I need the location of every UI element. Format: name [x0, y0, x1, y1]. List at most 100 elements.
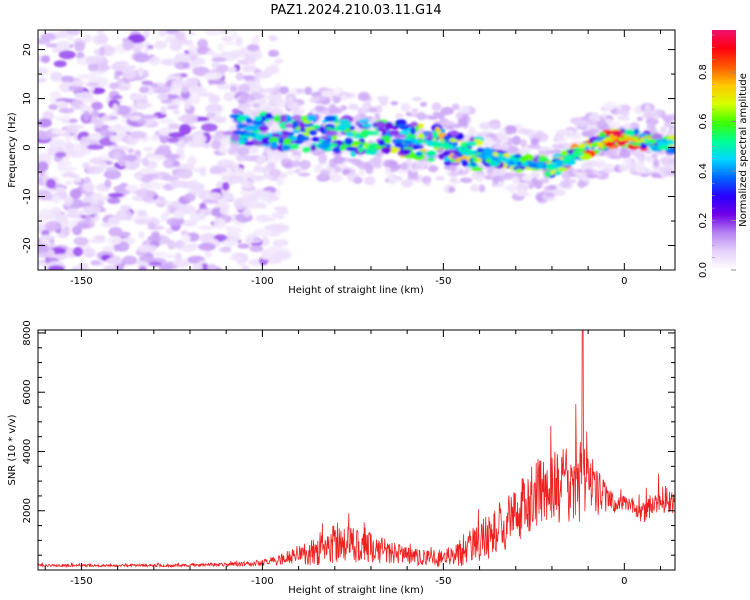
spectrogram-cell [113, 75, 120, 80]
spectrogram-cell [192, 133, 207, 144]
spectrogram-cell [358, 169, 366, 176]
spectrogram-cell [384, 166, 391, 175]
spectrogram-cell [608, 121, 621, 130]
spectrogram-cell [53, 60, 67, 68]
spectrogram-cell [137, 66, 145, 77]
spectrogram-cell [481, 155, 486, 160]
snr-x-tick-label: 0 [621, 576, 627, 587]
spectrogram-cell [187, 155, 197, 167]
spectrogram-cell [228, 82, 239, 87]
spectrogram-cell [449, 138, 457, 143]
spectrogram-image [38, 30, 675, 270]
spectrogram-cell [345, 146, 357, 152]
spectrogram-cell [512, 135, 521, 146]
spectrogram-cell [573, 150, 581, 154]
snr-y-tick-label: 4000 [22, 439, 33, 464]
spectrogram-cell [267, 217, 277, 222]
spectrogram-cell [622, 158, 632, 164]
colorbar-tick-label: 0.8 [698, 64, 709, 80]
spectrogram-cell [309, 108, 317, 114]
spectrogram-cell [575, 172, 584, 178]
spectrogram-cell [461, 159, 469, 167]
spectrogram-cell [542, 165, 547, 169]
spectrogram-cell [665, 139, 675, 144]
spectrogram-cell [72, 178, 82, 183]
spectrogram-cell [598, 131, 606, 138]
spectrogram-cell [506, 145, 519, 154]
spectrogram-cell [512, 176, 521, 185]
spectrogram-cell [426, 150, 437, 156]
spectrogram-cell [122, 39, 134, 51]
spectrogram-cell [432, 111, 442, 117]
snr-series-line [38, 330, 675, 569]
spectrogram-cell [585, 144, 590, 149]
colorbar-ticks: 0.0 0.2 0.4 0.6 0.8 [698, 34, 736, 278]
spectrogram-cell [48, 138, 66, 148]
spectrogram-cell [291, 114, 303, 121]
spectrogram-cell [228, 176, 245, 183]
spectrogram-cell [489, 159, 500, 167]
spectrogram-cell [233, 167, 245, 175]
spectrogram-cell [204, 30, 222, 36]
spectrogram-cell [249, 245, 264, 253]
spectrogram-cell [482, 147, 493, 155]
spectrogram-cell [290, 136, 298, 142]
spectrogram-cell [157, 82, 165, 87]
snr-x-tick-label: -100 [251, 576, 274, 587]
spectrogram-cell [154, 40, 168, 50]
spectrogram-cell [445, 125, 454, 131]
spectrogram-cell [428, 115, 438, 120]
spectrogram-cell [219, 207, 229, 215]
spectrogram-cell [38, 77, 48, 83]
spectrogram-cell [388, 176, 398, 185]
spectrogram-cell [46, 224, 57, 232]
spectrogram-cell [602, 167, 615, 173]
spectrogram-cell [272, 239, 289, 247]
spectrogram-cell [265, 112, 273, 118]
spectrogram-cell [284, 123, 294, 128]
spectrogram-cell [569, 134, 583, 140]
spectrogram-cell [230, 143, 240, 154]
spectrogram-cell [257, 97, 266, 105]
spectrogram-cell [299, 159, 311, 170]
spectrogram-cell [306, 114, 317, 122]
spectrogram-cell [147, 45, 154, 50]
spectrogram-cell [471, 157, 478, 162]
spectrogram-cell [220, 194, 235, 201]
spectrogram-cell [476, 173, 484, 183]
spectrogram-cell [48, 104, 59, 110]
spectrogram-cell [198, 225, 215, 230]
spectrogram-cell [51, 48, 65, 53]
spectrogram-cell [515, 192, 526, 197]
spectrogram-cell [148, 261, 162, 267]
spectrogram-cell [74, 92, 83, 99]
spectrogram-cell [228, 66, 237, 72]
spectrogram-cell [326, 147, 333, 151]
spectrogram-cell [468, 126, 476, 137]
spectrogram-cell [285, 100, 294, 105]
spectrogram-cell [111, 95, 123, 100]
spectrogram-cell [606, 115, 613, 120]
snr-y-tick-label: 6000 [22, 379, 33, 404]
snr-x-tick-label: -50 [435, 576, 451, 587]
spectrogram-cell [426, 157, 435, 163]
spectrogram-cell [112, 152, 122, 160]
spectrogram-cell [321, 90, 336, 97]
spectrogram-cell [40, 33, 56, 41]
spectrogram-cell [352, 176, 363, 184]
spectrogram-cell [457, 147, 463, 151]
spectrogram-cell [280, 173, 288, 179]
spectrogram-cell [181, 204, 196, 215]
spectrogram-cell [567, 156, 573, 160]
spectrogram-cell [242, 208, 252, 217]
spectrogram-cell [96, 30, 105, 35]
spectrogram-cell [288, 131, 295, 136]
spectrogram-cell [391, 138, 405, 144]
snr-y-label: SNR (10 * v/v) [7, 414, 18, 485]
spectrogram-cell [407, 174, 420, 181]
spectrogram-cell [170, 83, 181, 93]
spectrogram-cell [415, 161, 423, 171]
spectrogram-cell [95, 63, 111, 72]
spectrogram-cell [172, 109, 180, 115]
